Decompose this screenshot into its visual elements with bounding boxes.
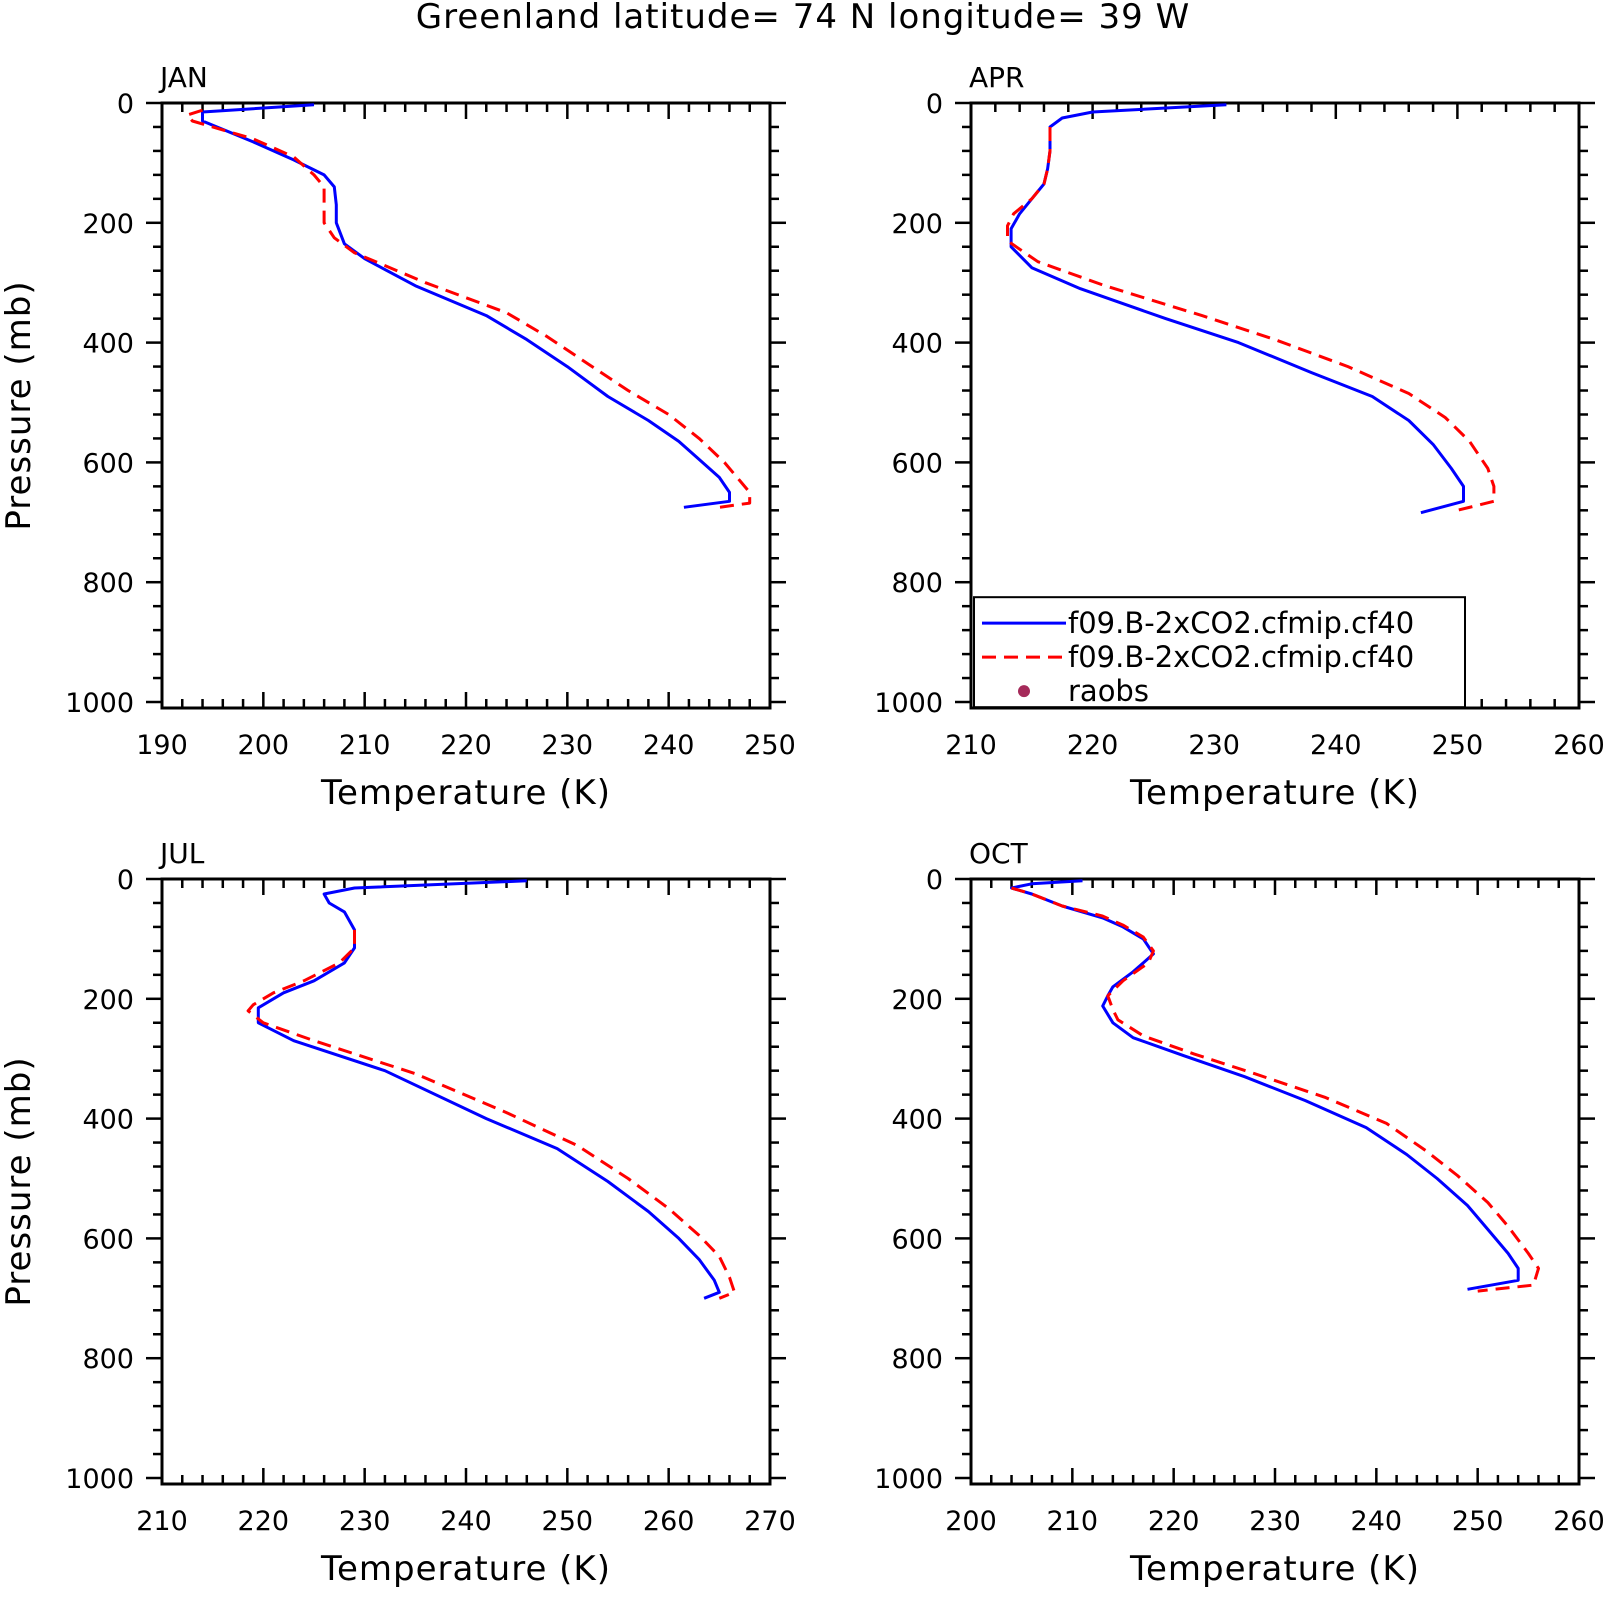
y-tick-label: 200	[82, 209, 134, 240]
x-tick-label: 250	[1452, 1506, 1504, 1537]
y-tick-label: 800	[891, 568, 943, 599]
x-axis-label: Temperature (K)	[1129, 773, 1420, 813]
x-axis-label: Temperature (K)	[320, 1549, 611, 1589]
y-tick-label: 400	[891, 1105, 943, 1136]
panel-label: JUL	[158, 837, 205, 870]
y-tick-label: 400	[891, 329, 943, 360]
series-line-2xco2-dashed	[185, 108, 752, 509]
x-axis-label: Temperature (K)	[320, 773, 611, 813]
x-tick-label: 210	[945, 730, 997, 761]
x-tick-label: 210	[1047, 1506, 1099, 1537]
series-line-solid	[201, 103, 731, 509]
y-tick-label: 1000	[65, 1464, 134, 1495]
legend-label: raobs	[1068, 674, 1149, 708]
y-tick-label: 1000	[65, 688, 134, 719]
legend-box	[973, 596, 1466, 709]
legend-label: f09.B-2xCO2.cfmip.cf40	[1068, 606, 1414, 640]
panel-jan: 190 200 210 220 230 240 250 0 200 400 600 800 1000 JA…	[0, 61, 796, 813]
panel-oct: 200 210 220 230 240 250 260 0 200 400 600 800 1000 OC…	[874, 837, 1604, 1589]
plot-frame	[160, 101, 772, 710]
figure-title: Greenland latitude= 74 N longitude= 39 W	[416, 0, 1190, 37]
x-tick-label: 190	[136, 730, 188, 761]
y-tick-label: 1000	[874, 1464, 943, 1495]
panel-apr: 210 220 230 240 250 260 0 200 400 600 800 1000 APR Te…	[874, 61, 1604, 813]
x-tick-label: 210	[136, 1506, 188, 1537]
x-tick-label: 270	[744, 1506, 796, 1537]
y-tick-label: 1000	[874, 688, 943, 719]
y-tick-label: 0	[117, 89, 134, 120]
y-tick-label: 800	[82, 1344, 134, 1375]
x-tick-label: 230	[542, 730, 594, 761]
x-tick-label: 260	[643, 1506, 695, 1537]
y-axis-label: Pressure (mb)	[0, 1056, 39, 1306]
x-tick-label: 250	[542, 1506, 594, 1537]
y-tick-label: 600	[891, 448, 943, 479]
x-tick-label: 240	[643, 730, 695, 761]
legend-label: f09.B-2xCO2.cfmip.cf40	[1068, 640, 1414, 674]
panel-jul: 210 220 230 240 250 260 270 0 200 400 600 800 1000 JU…	[0, 837, 796, 1589]
y-tick-label: 600	[82, 1224, 134, 1255]
series-line-2xco2-dashed	[1011, 886, 1540, 1293]
legend: f09.B-2xCO2.cfmip.cf40f09.B-2xCO2.cfmip.…	[973, 596, 1466, 709]
x-tick-label: 230	[1249, 1506, 1301, 1537]
x-axis-label: Temperature (K)	[1129, 1549, 1420, 1589]
panel-label: JAN	[158, 61, 208, 94]
x-tick-label: 200	[238, 730, 290, 761]
y-axis-label: Pressure (mb)	[0, 280, 39, 530]
y-tick-label: 600	[82, 448, 134, 479]
series-line-solid	[1009, 103, 1465, 515]
x-tick-label: 230	[1188, 730, 1240, 761]
y-tick-label: 800	[891, 1344, 943, 1375]
y-tick-label: 200	[891, 209, 943, 240]
x-tick-label: 220	[440, 730, 492, 761]
x-tick-label: 210	[339, 730, 391, 761]
y-tick-label: 400	[82, 329, 134, 360]
y-tick-label: 0	[926, 865, 943, 896]
series-line-solid	[1010, 879, 1520, 1291]
plot-frame	[160, 877, 772, 1486]
plot-frame	[969, 877, 1581, 1486]
legend-swatch-dot	[1018, 685, 1030, 698]
x-tick-label: 220	[1067, 730, 1119, 761]
series-line-2xco2-dashed	[246, 929, 736, 1300]
x-tick-label: 260	[1553, 730, 1605, 761]
y-tick-label: 0	[926, 89, 943, 120]
x-tick-label: 240	[1351, 1506, 1403, 1537]
x-tick-label: 250	[744, 730, 796, 761]
series-line-solid	[256, 879, 721, 1300]
x-tick-label: 220	[1148, 1506, 1200, 1537]
x-tick-label: 220	[238, 1506, 290, 1537]
x-tick-label: 240	[440, 1506, 492, 1537]
y-tick-label: 800	[82, 568, 134, 599]
x-tick-label: 230	[339, 1506, 391, 1537]
x-tick-label: 200	[945, 1506, 997, 1537]
series-line-2xco2-dashed	[1006, 127, 1496, 512]
panel-label: OCT	[969, 837, 1029, 870]
y-tick-label: 600	[891, 1224, 943, 1255]
x-tick-label: 250	[1432, 730, 1484, 761]
panel-label: APR	[969, 61, 1025, 94]
x-tick-label: 240	[1310, 730, 1362, 761]
x-tick-label: 260	[1553, 1506, 1605, 1537]
y-tick-label: 200	[891, 985, 943, 1016]
panels: 190 200 210 220 230 240 250 0 200 400 600 800 1000 JA…	[0, 61, 1605, 1589]
y-tick-label: 200	[82, 985, 134, 1016]
y-tick-label: 0	[117, 865, 134, 896]
y-tick-label: 400	[82, 1105, 134, 1136]
